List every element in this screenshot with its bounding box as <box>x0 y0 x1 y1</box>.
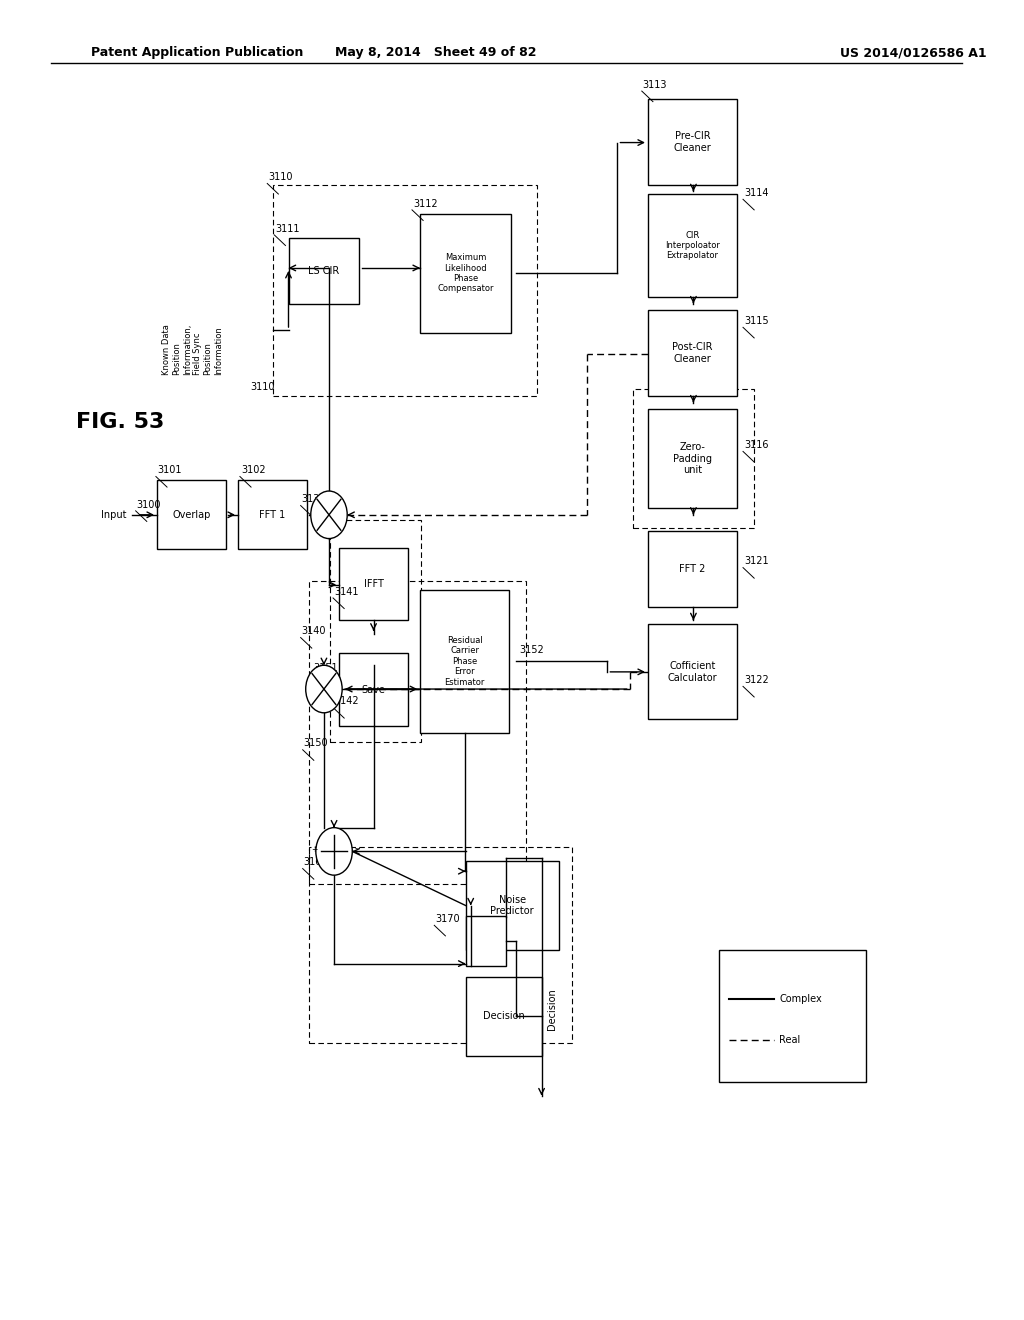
Text: US 2014/0126586 A1: US 2014/0126586 A1 <box>841 46 987 59</box>
FancyBboxPatch shape <box>339 548 408 620</box>
Text: 3114: 3114 <box>744 187 769 198</box>
Text: 3130: 3130 <box>302 494 327 504</box>
FancyBboxPatch shape <box>648 531 737 607</box>
Text: 3115: 3115 <box>744 315 769 326</box>
Text: LS CIR: LS CIR <box>308 265 340 276</box>
Text: Patent Application Publication: Patent Application Publication <box>91 46 303 59</box>
Text: 3142: 3142 <box>334 696 358 706</box>
Text: CIR
Interpoloator
Extrapolator: CIR Interpoloator Extrapolator <box>665 231 720 260</box>
Text: Residual
Carrier
Phase
Error
Estimator: Residual Carrier Phase Error Estimator <box>444 636 484 686</box>
FancyBboxPatch shape <box>648 624 737 719</box>
FancyBboxPatch shape <box>648 194 737 297</box>
Text: +: + <box>311 845 317 854</box>
Text: FFT 2: FFT 2 <box>679 564 706 574</box>
Text: IFFT: IFFT <box>364 579 383 589</box>
Text: Known Data
Position
Information,
Field Sync
Position
Information: Known Data Position Information, Field S… <box>162 323 223 375</box>
Text: 3113: 3113 <box>643 79 668 90</box>
Text: May 8, 2014   Sheet 49 of 82: May 8, 2014 Sheet 49 of 82 <box>335 46 536 59</box>
Text: 3111: 3111 <box>275 223 300 234</box>
Text: Overlap: Overlap <box>172 510 211 520</box>
FancyBboxPatch shape <box>466 861 559 950</box>
Text: 3101: 3101 <box>157 465 181 475</box>
Text: 3100: 3100 <box>136 499 161 510</box>
FancyBboxPatch shape <box>648 310 737 396</box>
Text: 3152: 3152 <box>519 644 544 655</box>
Text: 3150: 3150 <box>304 738 329 748</box>
Text: 3170: 3170 <box>435 913 460 924</box>
Text: Complex: Complex <box>779 994 822 1005</box>
Text: Input: Input <box>101 510 127 520</box>
Text: Decision: Decision <box>482 1011 524 1022</box>
Text: 3141: 3141 <box>334 586 358 597</box>
FancyBboxPatch shape <box>466 977 542 1056</box>
FancyBboxPatch shape <box>238 480 307 549</box>
Text: Noise
Predictor: Noise Predictor <box>490 895 535 916</box>
Text: 3116: 3116 <box>744 440 769 450</box>
Text: Pre-CIR
Cleaner: Pre-CIR Cleaner <box>674 131 712 153</box>
Text: Save: Save <box>361 685 385 694</box>
Text: 3140: 3140 <box>302 626 327 636</box>
FancyBboxPatch shape <box>420 590 509 733</box>
Text: Real: Real <box>779 1035 801 1045</box>
Text: Decision: Decision <box>547 987 557 1030</box>
Text: 3110: 3110 <box>250 381 274 392</box>
FancyBboxPatch shape <box>157 480 225 549</box>
Text: 3112: 3112 <box>413 198 437 209</box>
Text: FFT 1: FFT 1 <box>259 510 286 520</box>
Circle shape <box>310 491 347 539</box>
Text: Post-CIR
Cleaner: Post-CIR Cleaner <box>672 342 713 364</box>
FancyBboxPatch shape <box>420 214 511 333</box>
FancyBboxPatch shape <box>648 99 737 185</box>
Text: Zero-
Padding
unit: Zero- Padding unit <box>673 442 712 475</box>
FancyBboxPatch shape <box>719 950 865 1082</box>
FancyBboxPatch shape <box>466 916 506 966</box>
Text: 3121: 3121 <box>744 556 769 566</box>
Text: -: - <box>354 845 357 854</box>
FancyBboxPatch shape <box>648 409 737 508</box>
Text: 3160: 3160 <box>304 857 328 867</box>
Circle shape <box>315 828 352 875</box>
FancyBboxPatch shape <box>339 653 408 726</box>
Text: 3122: 3122 <box>744 675 769 685</box>
Text: 3110: 3110 <box>268 172 293 182</box>
Text: 3102: 3102 <box>241 465 265 475</box>
Text: Maximum
Likelihood
Phase
Compensator: Maximum Likelihood Phase Compensator <box>437 253 494 293</box>
FancyBboxPatch shape <box>289 238 359 304</box>
Text: FIG. 53: FIG. 53 <box>76 412 164 433</box>
Text: Cofficient
Calculator: Cofficient Calculator <box>668 661 717 682</box>
Text: 3151: 3151 <box>313 663 339 673</box>
Circle shape <box>306 665 342 713</box>
